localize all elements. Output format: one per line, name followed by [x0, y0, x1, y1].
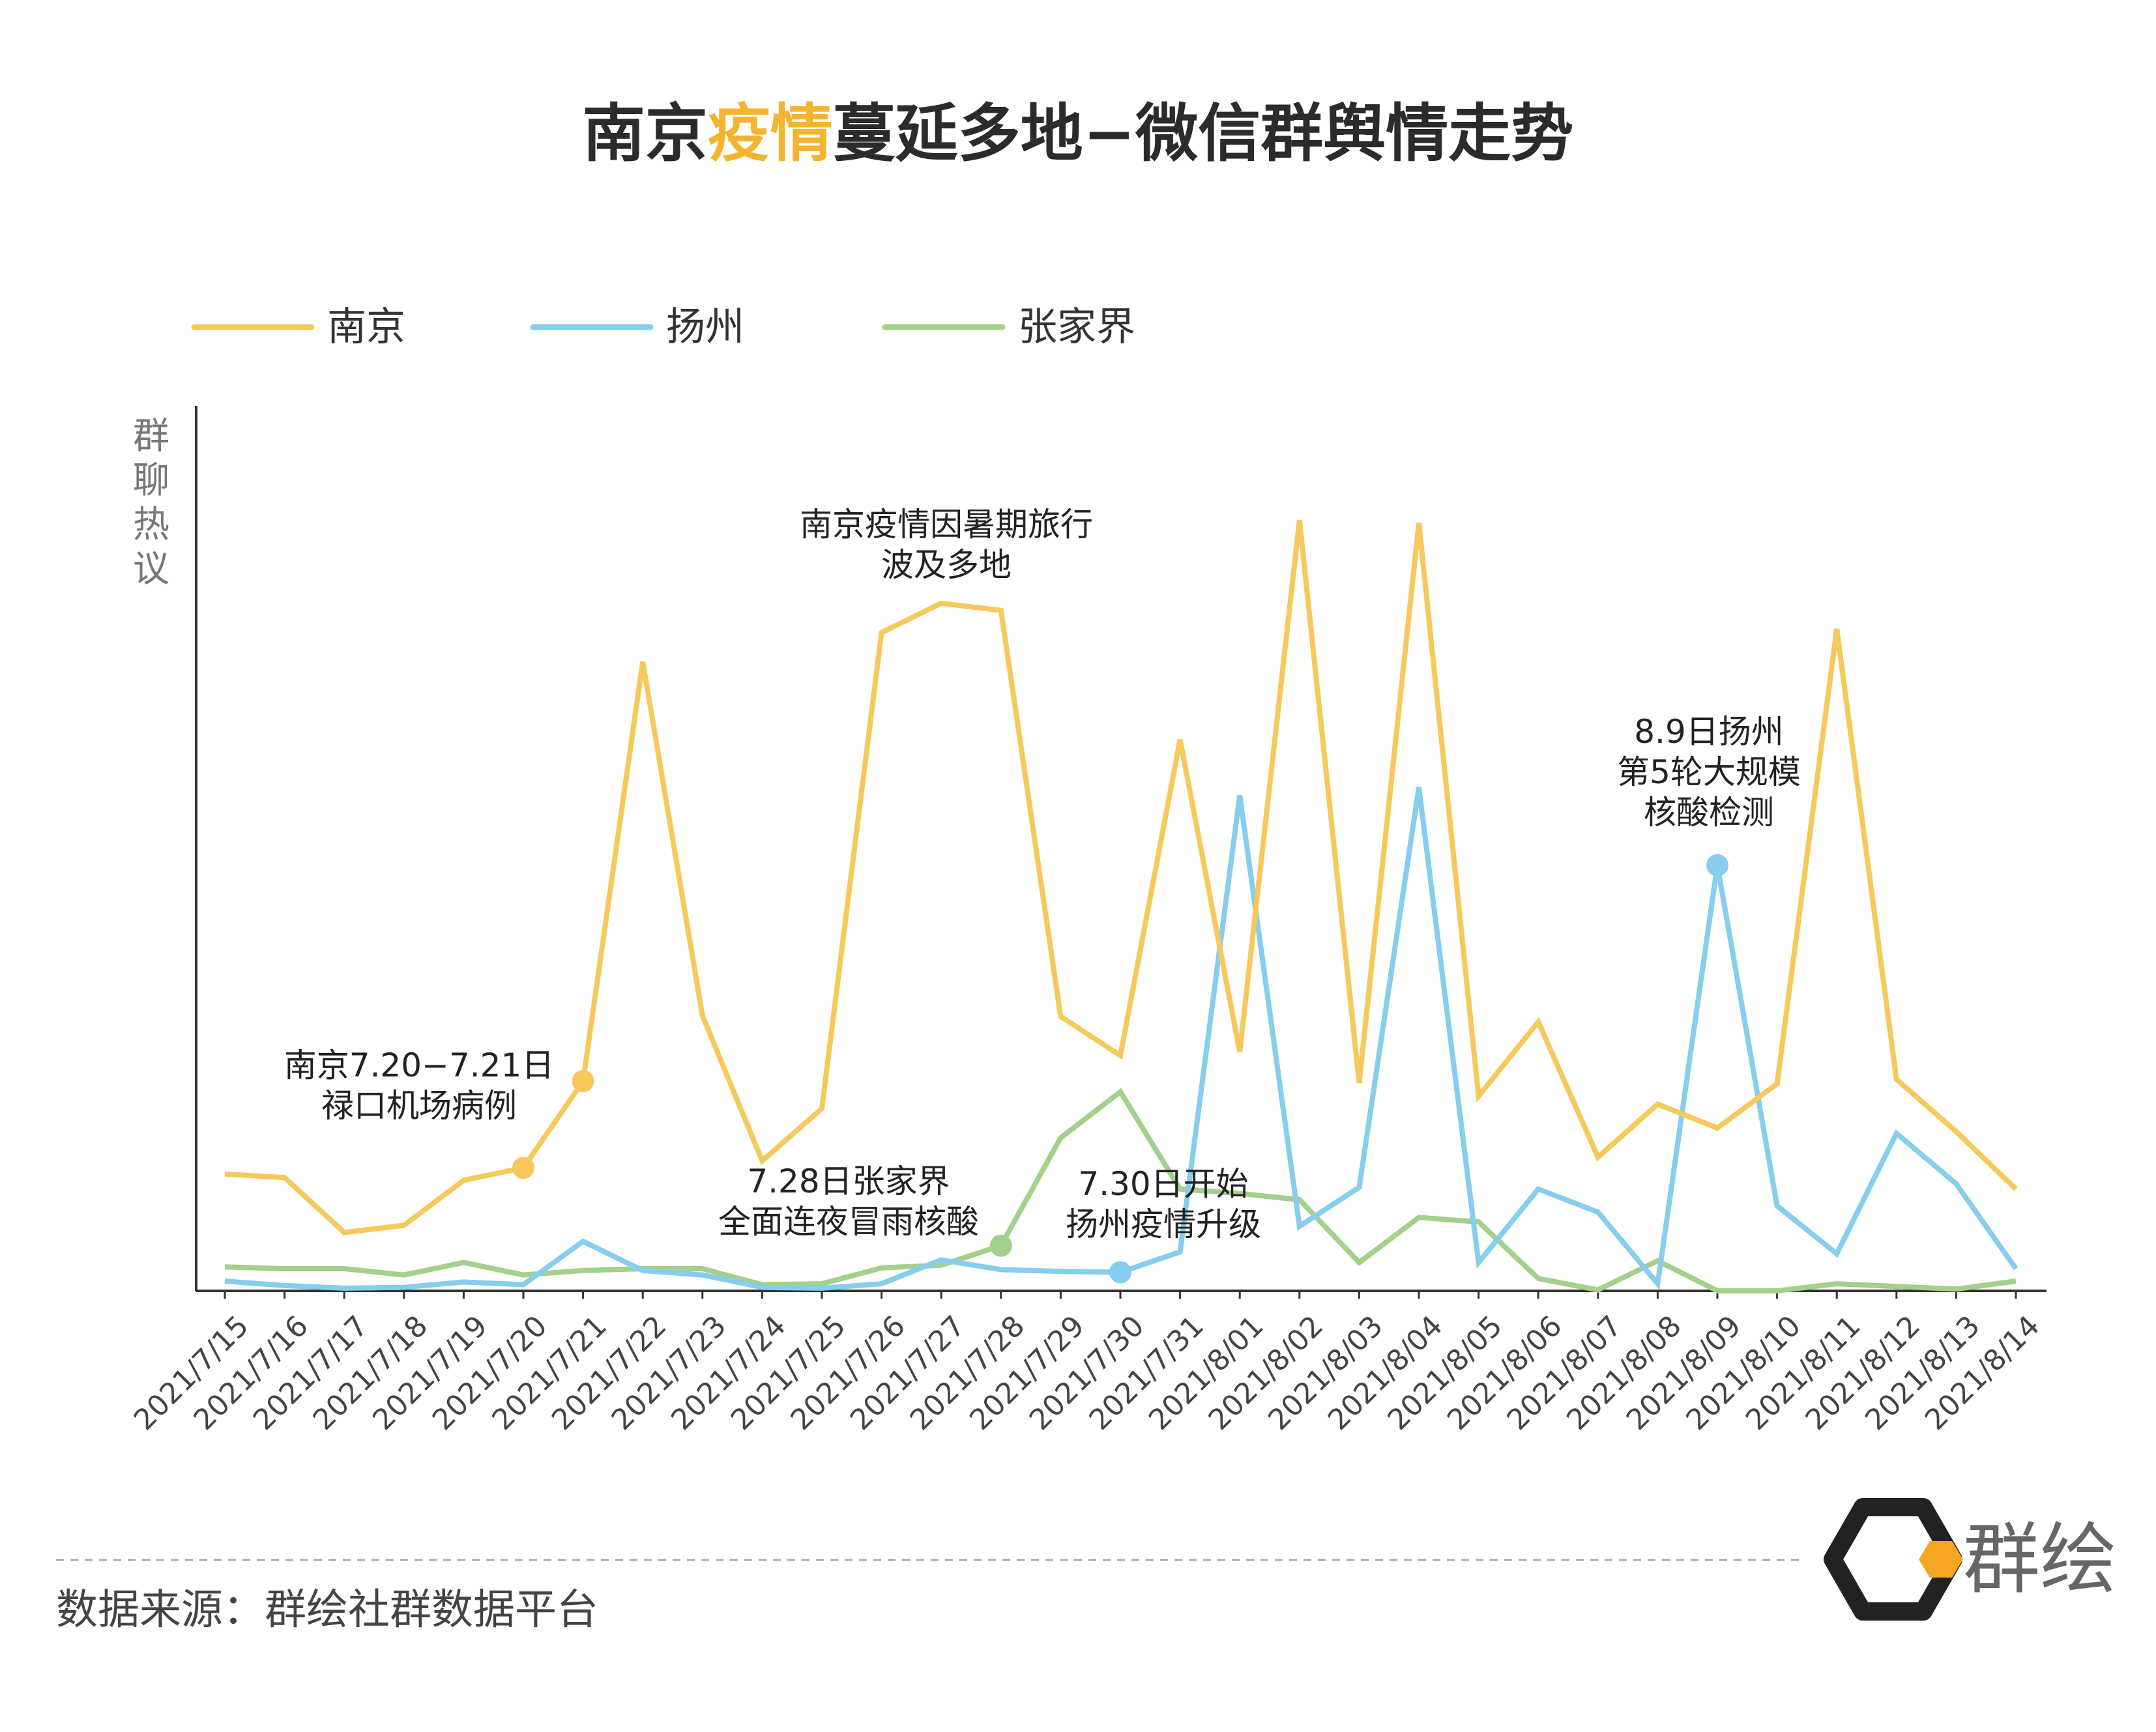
highlight-marker-yangzhou [1109, 1261, 1131, 1284]
annotation-line: 7.30日开始 [1078, 1165, 1248, 1203]
title-highlight: 疫情 [708, 97, 833, 170]
chart-title: 南京疫情蔓延多地−微信群舆情走势 [583, 97, 1573, 170]
highlight-markers [512, 854, 1728, 1284]
y-axis-label-char: 热 [133, 504, 169, 546]
title-part2: 蔓延多地−微信群舆情走势 [833, 97, 1573, 170]
annotation-line: 南京7.20−7.21日 [284, 1046, 555, 1084]
annotation-line: 7.28日张家界 [747, 1162, 950, 1200]
annotation-line: 扬州疫情升级 [1066, 1205, 1261, 1243]
highlight-marker-yangzhou [1706, 854, 1728, 876]
annotation-yangzhou-test: 8.9日扬州 第5轮大规模 核酸检测 [1617, 713, 1801, 831]
x-axis-ticks: 2021/7/152021/7/162021/7/172021/7/182021… [128, 1291, 2046, 1437]
annotation-line: 8.9日扬州 [1634, 713, 1784, 751]
data-source: 数据来源：群绘社群数据平台 [56, 1586, 598, 1634]
y-axis-label-char: 议 [133, 548, 169, 590]
logo: 群绘 [1824, 1498, 2117, 1621]
annotation-line: 全面连夜冒雨核酸 [718, 1203, 979, 1241]
series-line-nanjing [224, 519, 2018, 1235]
annotation-yangzhou-upgrade: 7.30日开始 扬州疫情升级 [1066, 1165, 1261, 1243]
legend-label-zhangjiajie: 张家界 [1018, 304, 1135, 350]
annotation-nanjing-first-case: 南京7.20−7.21日 禄口机场病例 [284, 1046, 555, 1125]
annotation-line: 第5轮大规模 [1617, 753, 1801, 791]
highlight-marker-nanjing [572, 1070, 594, 1093]
y-axis-label-char: 聊 [133, 459, 169, 502]
legend: 南京 扬州 张家界 [191, 304, 1135, 350]
annotation-line: 核酸检测 [1644, 794, 1774, 831]
legend-label-yangzhou: 扬州 [666, 304, 744, 350]
y-axis-label: 群 聊 热 议 [133, 415, 169, 590]
series-line-zhangjiajie [224, 1088, 2017, 1293]
title-part1: 南京 [583, 97, 708, 170]
logo-text: 群绘 [1963, 1514, 2117, 1604]
annotation-line: 禄口机场病例 [321, 1087, 517, 1125]
highlight-marker-nanjing [512, 1157, 534, 1179]
annotation-nanjing-travel: 南京疫情因暑期旅行 波及多地 [800, 506, 1093, 584]
annotation-line: 南京疫情因暑期旅行 [800, 506, 1093, 543]
legend-label-nanjing: 南京 [327, 304, 405, 350]
annotation-zhangjiajie: 7.28日张家界 全面连夜冒雨核酸 [718, 1162, 979, 1241]
logo-honeycomb-icon [1919, 1541, 1963, 1578]
annotation-line: 波及多地 [881, 546, 1012, 584]
highlight-marker-zhangjiajie [989, 1234, 1012, 1257]
y-axis-label-char: 群 [133, 415, 169, 457]
